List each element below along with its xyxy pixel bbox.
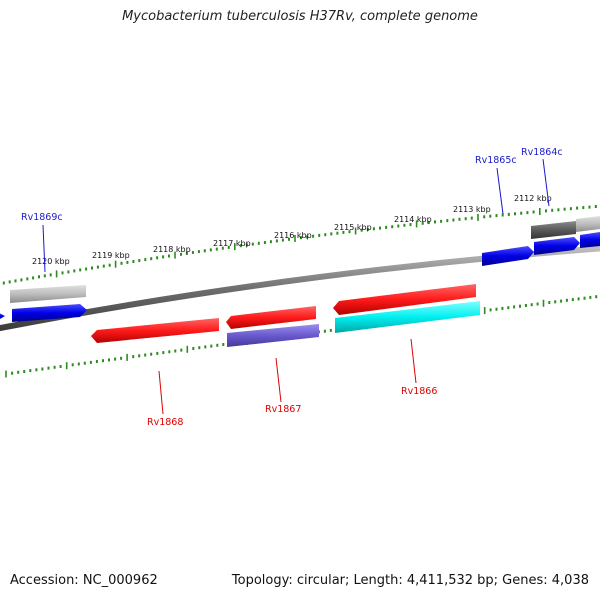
accession-text: Accession: NC_000962 [10,573,158,588]
leader-Rv1866 [410,338,417,384]
kbp-labels: 2120 kbp 2119 kbp 2118 kbp 2117 kbp 2116… [32,194,552,266]
map-title: Mycobacterium tuberculosis H37Rv, comple… [122,9,478,24]
kbp-label: 2118 kbp [153,245,191,254]
kbp-label: 2114 kbp [394,215,432,224]
kbp-label: 2115 kbp [334,223,372,232]
leader-Rv1864c [542,158,550,207]
leader-Rv1868 [158,370,164,415]
feature-block-lightgray-right[interactable] [576,216,600,232]
forward-feature-track [0,216,600,322]
feature-block-purple[interactable] [227,324,319,347]
gene-label-leaders [42,158,550,415]
gene-label-Rv1864c[interactable]: Rv1864c [521,147,563,158]
gene-arrow-Rv1868[interactable] [91,318,219,343]
kbp-label: 2116 kbp [274,231,312,240]
kbp-label: 2120 kbp [32,257,70,266]
feature-block-lightgray[interactable] [10,285,86,303]
gene-label-Rv1866[interactable]: Rv1866 [401,386,437,397]
genome-summary-text: Topology: circular; Length: 4,411,532 bp… [231,573,589,588]
gene-arrow-Rv1869c[interactable] [12,304,87,322]
gene-arrow-Rv1867[interactable] [226,306,316,329]
feature-block-darkgray[interactable] [531,221,576,239]
leader-Rv1869c [42,224,46,273]
gene-label-Rv1869c[interactable]: Rv1869c [21,212,63,223]
kbp-label: 2113 kbp [453,205,491,214]
gene-arrow-Rv1864c[interactable] [534,237,580,255]
reverse-feature-track [91,284,480,347]
leader-Rv1865c [496,167,504,215]
gene-labels: Rv1869c Rv1865c Rv1864c Rv1868 Rv1867 Rv… [21,147,563,428]
gene-label-Rv1865c[interactable]: Rv1865c [475,155,517,166]
gene-arrow-forward[interactable] [0,311,5,322]
gene-arrow-Rv1866[interactable] [333,284,476,315]
gene-arrow-forward-right[interactable] [580,232,600,248]
kbp-label: 2117 kbp [213,239,251,248]
gene-label-Rv1868[interactable]: Rv1868 [147,417,183,428]
gene-label-Rv1867[interactable]: Rv1867 [265,404,301,415]
kbp-label: 2119 kbp [92,251,130,260]
outer-tick-ring [2,205,597,285]
leader-Rv1867 [275,357,282,403]
kbp-label: 2112 kbp [514,194,552,203]
feature-block-cyan[interactable] [335,301,480,333]
gene-arrow-Rv1865c[interactable] [482,246,534,266]
